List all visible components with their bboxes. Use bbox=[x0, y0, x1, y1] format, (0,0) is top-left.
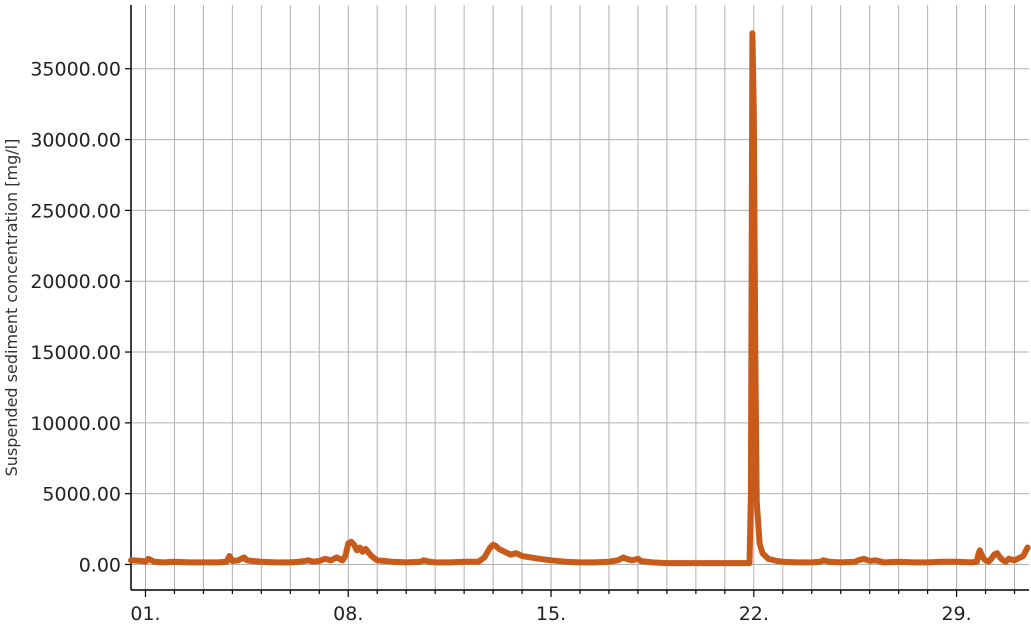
y-tick-label: 15000.00 bbox=[30, 342, 121, 364]
y-tick-label: 30000.00 bbox=[30, 130, 121, 152]
x-tick-label: 22. bbox=[739, 603, 769, 625]
series-layer bbox=[128, 30, 1031, 567]
y-tick-label: 25000.00 bbox=[30, 200, 121, 222]
grid bbox=[131, 5, 1029, 590]
x-tick-label: 15. bbox=[536, 603, 566, 625]
x-tick-label: 29. bbox=[941, 603, 971, 625]
y-tick-label: 35000.00 bbox=[30, 59, 121, 81]
y-tick-label: 10000.00 bbox=[30, 413, 121, 435]
series-line bbox=[128, 30, 1031, 567]
y-tick-label: 0.00 bbox=[79, 555, 121, 577]
y-tick-label: 20000.00 bbox=[30, 271, 121, 293]
x-tick-label: 01. bbox=[130, 603, 160, 625]
x-tick-label: 08. bbox=[333, 603, 363, 625]
y-axis-title: Suspended sediment concentration [mg/l] bbox=[2, 139, 21, 477]
y-tick-label: 5000.00 bbox=[42, 484, 121, 506]
axes bbox=[125, 5, 1029, 597]
tick-labels: 0.00 5000.00 10000.00 15000.00 20000.00 25000… bbox=[30, 59, 971, 625]
